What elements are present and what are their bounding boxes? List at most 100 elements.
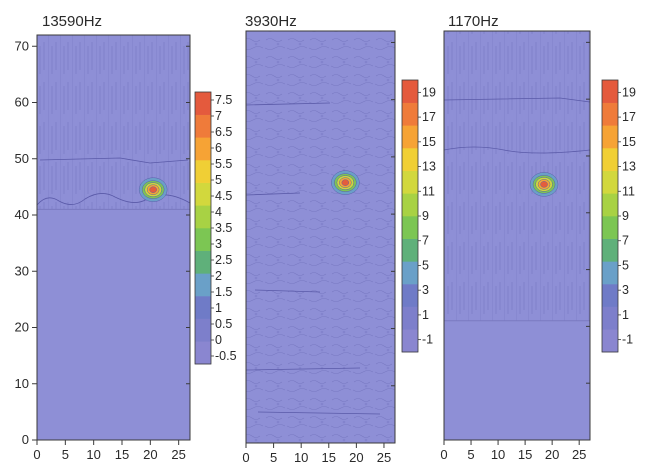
colorbar-tick-label: 4.5 — [215, 189, 232, 203]
colorbar-tick-label: 3 — [215, 237, 222, 251]
x-tick-label: 5 — [467, 447, 474, 462]
panel-title: 3930Hz — [245, 13, 297, 30]
hotspot-contour — [341, 179, 350, 186]
colorbar-swatch — [195, 296, 211, 319]
colorbar-tick-label: 9 — [622, 209, 629, 223]
colorbar-tick-label: 15 — [622, 135, 636, 149]
hotspot — [529, 172, 559, 197]
colorbar-tick-label: 5 — [622, 258, 629, 272]
colorbar-swatch — [402, 284, 418, 307]
colorbar-tick-label: 17 — [622, 110, 636, 124]
colorbar-tick-label: 7 — [215, 109, 222, 123]
panel-title: 1170Hz — [448, 13, 499, 30]
y-tick-label: 70 — [15, 38, 29, 53]
colorbar-swatch — [602, 125, 618, 149]
colorbar-tick-label: 17 — [422, 110, 436, 124]
hotspot — [331, 170, 360, 195]
heatmap-plot — [443, 31, 591, 440]
colorbar-tick-label: 1.5 — [215, 285, 232, 299]
x-tick-label: 0 — [33, 447, 40, 462]
plot-frame — [245, 30, 396, 444]
colorbar-swatch — [402, 238, 418, 262]
colorbar-swatch — [402, 216, 418, 239]
colorbar-tick-label: 4 — [215, 205, 222, 219]
axes: 0 5 10 15 20 25 — [242, 30, 396, 465]
colorbar-tick-label: 13 — [622, 160, 636, 174]
panel-title: 13590Hz — [42, 13, 102, 30]
hotspot — [138, 177, 168, 202]
colorbar-tick-label: 19 — [622, 85, 636, 99]
colorbar-swatch — [402, 193, 418, 217]
colorbar-swatch — [402, 170, 418, 194]
colorbar-tick-label: 1 — [215, 301, 222, 315]
colorbar-tick-label: 7 — [622, 234, 629, 248]
y-tick-label: 60 — [15, 95, 29, 110]
colorbar-swatch — [195, 137, 211, 161]
colorbar-swatch — [195, 114, 211, 138]
colorbar-swatch — [402, 102, 418, 126]
x-tick-label: 5 — [62, 447, 69, 462]
colorbar-swatch — [602, 193, 618, 217]
colorbar-swatch — [402, 306, 418, 330]
colorbar-swatch — [602, 102, 618, 126]
colorbar-swatch — [195, 250, 211, 274]
colorbar-tick-label: -1 — [622, 333, 633, 347]
colorbar-swatch — [195, 182, 211, 206]
colorbar-tick-label: -0.5 — [215, 349, 237, 363]
y-tick-label: 20 — [15, 320, 29, 335]
x-tick-label: 20 — [349, 450, 363, 465]
hotspot-contour — [149, 186, 157, 193]
y-tick-label: 40 — [15, 207, 29, 222]
x-tick-label: 25 — [171, 447, 185, 462]
colorbar-swatch — [602, 170, 618, 194]
x-tick-label: 10 — [294, 450, 308, 465]
y-tick-label: 10 — [15, 376, 29, 391]
colorbar-tick-label: 1 — [422, 308, 429, 322]
x-tick-label: 20 — [545, 447, 559, 462]
axes: 0 5 10 15 20 25 0 10 20 30 40 50 60 70 — [15, 34, 191, 462]
colorbar-tick-label: 5 — [215, 173, 222, 187]
colorbar-tick-label: 7.5 — [215, 93, 232, 107]
colorbar-swatch — [402, 261, 418, 285]
x-tick-label: 15 — [322, 450, 336, 465]
axes: 0 5 10 15 20 25 — [440, 30, 591, 462]
hotspot-contour — [540, 181, 548, 188]
x-tick-label: 0 — [242, 450, 249, 465]
colorbar-swatch — [602, 261, 618, 285]
colorbar-tick-label: 3.5 — [215, 221, 232, 235]
panel-1170hz: 1170Hz 0 5 10 15 20 25 19 17 15 13 11 9 7 5 3 1 -1 — [440, 13, 636, 462]
colorbar-tick-label: 1 — [622, 308, 629, 322]
y-tick-label: 50 — [15, 151, 29, 166]
colorbar-tick-label: 15 — [422, 135, 436, 149]
heatmap-texture — [246, 31, 395, 443]
heatmap-plot — [245, 31, 395, 443]
x-tick-label: 5 — [270, 450, 277, 465]
colorbar-tick-label: 9 — [422, 209, 429, 223]
colorbar: 7.5 7 6.5 6 5.5 5 4.5 4 3.5 3 2.5 2 1.5 1 0.5 0 -0.5 — [194, 91, 237, 365]
colorbar-tick-label: 0.5 — [215, 317, 232, 331]
panel-3930hz: 3930Hz 0 5 10 15 20 25 19 17 15 13 11 9 7 5 3 1 -1 — [242, 13, 436, 465]
colorbar-tick-label: 11 — [422, 184, 435, 198]
x-tick-label: 10 — [86, 447, 100, 462]
colorbar-tick-label: 5 — [422, 258, 429, 272]
colorbar-swatch — [195, 205, 211, 229]
y-tick-label: 0 — [22, 432, 29, 447]
colorbar-swatch — [402, 125, 418, 149]
colorbar-tick-label: 11 — [622, 184, 635, 198]
x-tick-label: 0 — [440, 447, 447, 462]
contour-boundary — [443, 97, 591, 154]
x-tick-label: 25 — [572, 447, 586, 462]
x-tick-label: 10 — [491, 447, 505, 462]
colorbar-tick-label: -1 — [422, 333, 433, 347]
colorbar-swatch — [402, 148, 418, 171]
colorbar-swatch — [602, 306, 618, 330]
colorbar-swatch — [602, 238, 618, 262]
x-tick-label: 20 — [143, 447, 157, 462]
plot-frame — [36, 34, 191, 441]
colorbar-tick-label: 5.5 — [215, 157, 232, 171]
colorbar-swatch — [602, 80, 618, 103]
colorbar-tick-label: 2 — [215, 269, 222, 283]
y-tick-label: 30 — [15, 263, 29, 278]
